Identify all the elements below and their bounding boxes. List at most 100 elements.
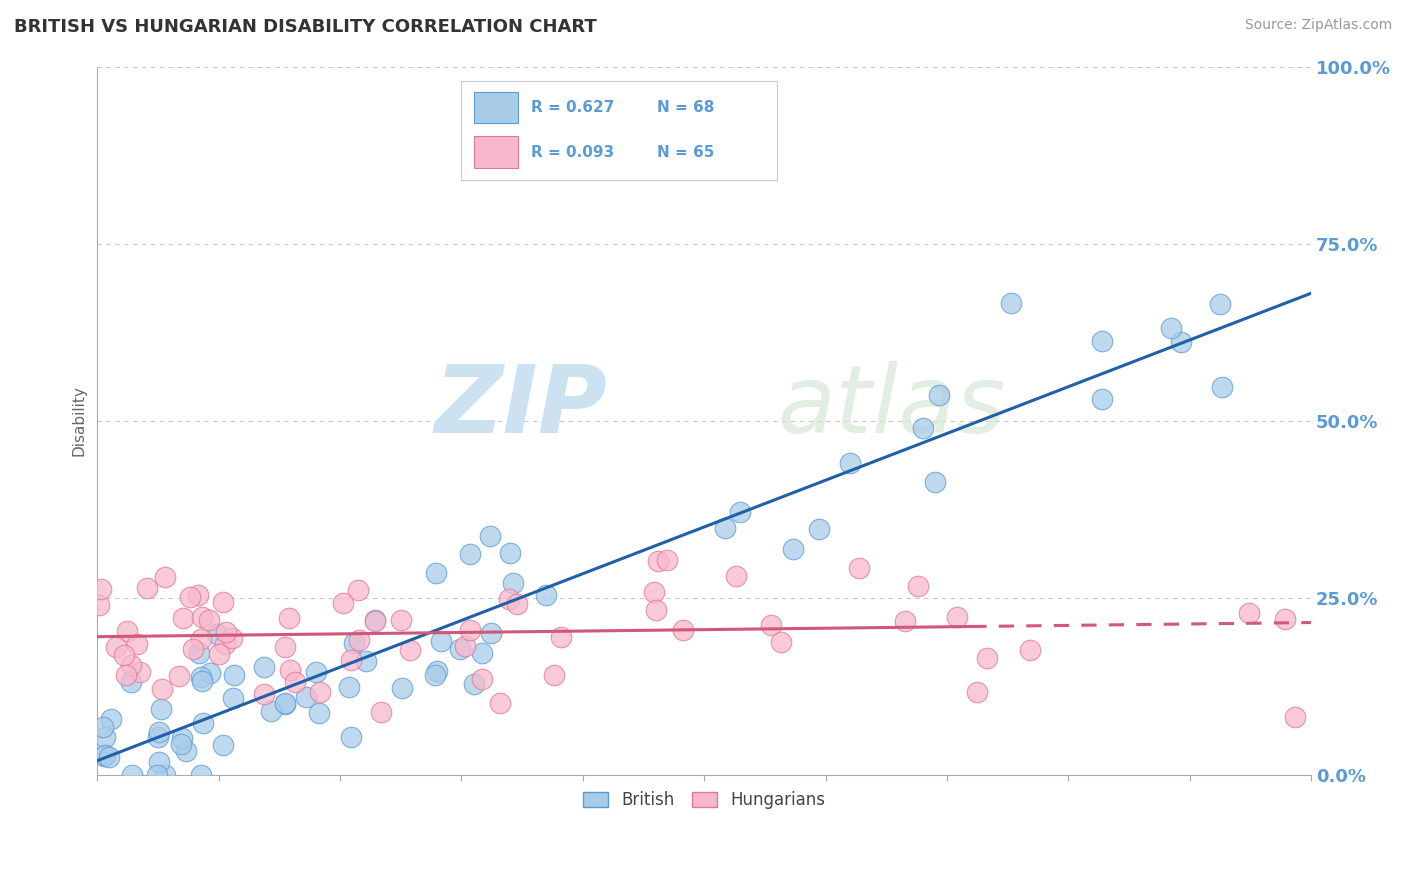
Point (198, 614, 221, 628)
Point (343, 635, 366, 649)
Point (98, 749, 121, 764)
Point (976, 651, 998, 665)
Point (643, 585, 665, 599)
Point (253, 660, 276, 674)
Point (430, 634, 453, 648)
Point (187, 588, 209, 602)
Point (1208, 297, 1230, 311)
Point (332, 596, 354, 610)
Point (728, 506, 751, 520)
Point (370, 706, 392, 720)
Point (839, 456, 862, 470)
Point (463, 676, 485, 690)
Point (769, 635, 792, 649)
Point (112, 648, 135, 662)
Point (136, 581, 159, 595)
Point (91, 720, 114, 734)
Point (284, 674, 307, 689)
Point (449, 642, 471, 657)
Point (167, 669, 190, 683)
Point (253, 687, 276, 701)
Point (222, 668, 245, 682)
Point (354, 654, 377, 668)
Text: BRITISH VS HUNGARIAN DISABILITY CORRELATION CHART: BRITISH VS HUNGARIAN DISABILITY CORRELAT… (14, 18, 596, 36)
Point (1284, 710, 1306, 724)
Point (121, 768, 143, 782)
Point (260, 704, 283, 718)
Point (120, 674, 142, 689)
Point (190, 632, 212, 646)
Point (1274, 611, 1296, 625)
Point (782, 542, 804, 557)
Point (1211, 380, 1233, 394)
Point (214, 637, 236, 651)
Point (337, 680, 360, 694)
Point (170, 731, 193, 745)
Point (534, 588, 557, 602)
Point (146, 768, 169, 782)
Point (502, 575, 524, 590)
Point (1091, 392, 1114, 406)
Point (191, 673, 214, 688)
Point (426, 664, 449, 678)
Point (174, 744, 197, 758)
Point (153, 569, 176, 583)
Point (215, 624, 238, 639)
Point (93, 730, 115, 744)
Point (90, 582, 112, 596)
Point (121, 657, 143, 672)
Point (150, 681, 173, 696)
Point (207, 627, 229, 641)
Point (808, 522, 831, 536)
Point (125, 637, 148, 651)
Point (481, 625, 503, 640)
Point (190, 768, 212, 782)
Point (274, 696, 297, 710)
Point (499, 546, 522, 560)
Point (221, 631, 243, 645)
Point (208, 647, 231, 661)
Point (304, 665, 326, 680)
Point (1091, 334, 1114, 348)
Point (924, 475, 946, 489)
Point (363, 613, 385, 627)
Point (364, 614, 387, 628)
Point (945, 610, 967, 624)
Point (399, 643, 422, 657)
Text: ZIP: ZIP (434, 360, 607, 452)
Point (645, 603, 668, 617)
Point (339, 731, 361, 745)
Point (170, 737, 193, 751)
Point (346, 582, 368, 597)
Point (294, 690, 316, 704)
Point (1170, 334, 1192, 349)
Point (505, 598, 527, 612)
Point (274, 640, 297, 655)
Legend: British, Hungarians: British, Hungarians (576, 785, 832, 816)
Point (714, 521, 737, 535)
Point (146, 730, 169, 744)
Text: atlas: atlas (778, 361, 1005, 452)
Point (187, 646, 209, 660)
Point (200, 666, 222, 681)
Point (911, 420, 934, 434)
Point (347, 633, 370, 648)
Point (212, 595, 235, 609)
Point (308, 706, 330, 721)
Point (115, 624, 138, 638)
Point (724, 569, 747, 583)
Point (339, 653, 361, 667)
Point (423, 668, 446, 682)
Point (274, 698, 297, 712)
Point (278, 663, 301, 677)
Point (550, 630, 572, 644)
Point (657, 553, 679, 567)
Point (458, 547, 481, 561)
Point (928, 388, 950, 402)
Point (488, 696, 510, 710)
Point (458, 623, 481, 637)
Point (1160, 320, 1182, 334)
Point (278, 611, 301, 625)
Point (148, 755, 170, 769)
Point (498, 592, 520, 607)
